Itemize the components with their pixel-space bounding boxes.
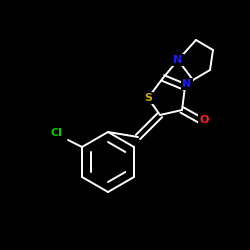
Text: N: N [174, 55, 182, 65]
Text: N: N [182, 79, 192, 89]
Text: S: S [144, 93, 152, 103]
Text: Cl: Cl [50, 128, 62, 138]
Text: O: O [199, 115, 209, 125]
